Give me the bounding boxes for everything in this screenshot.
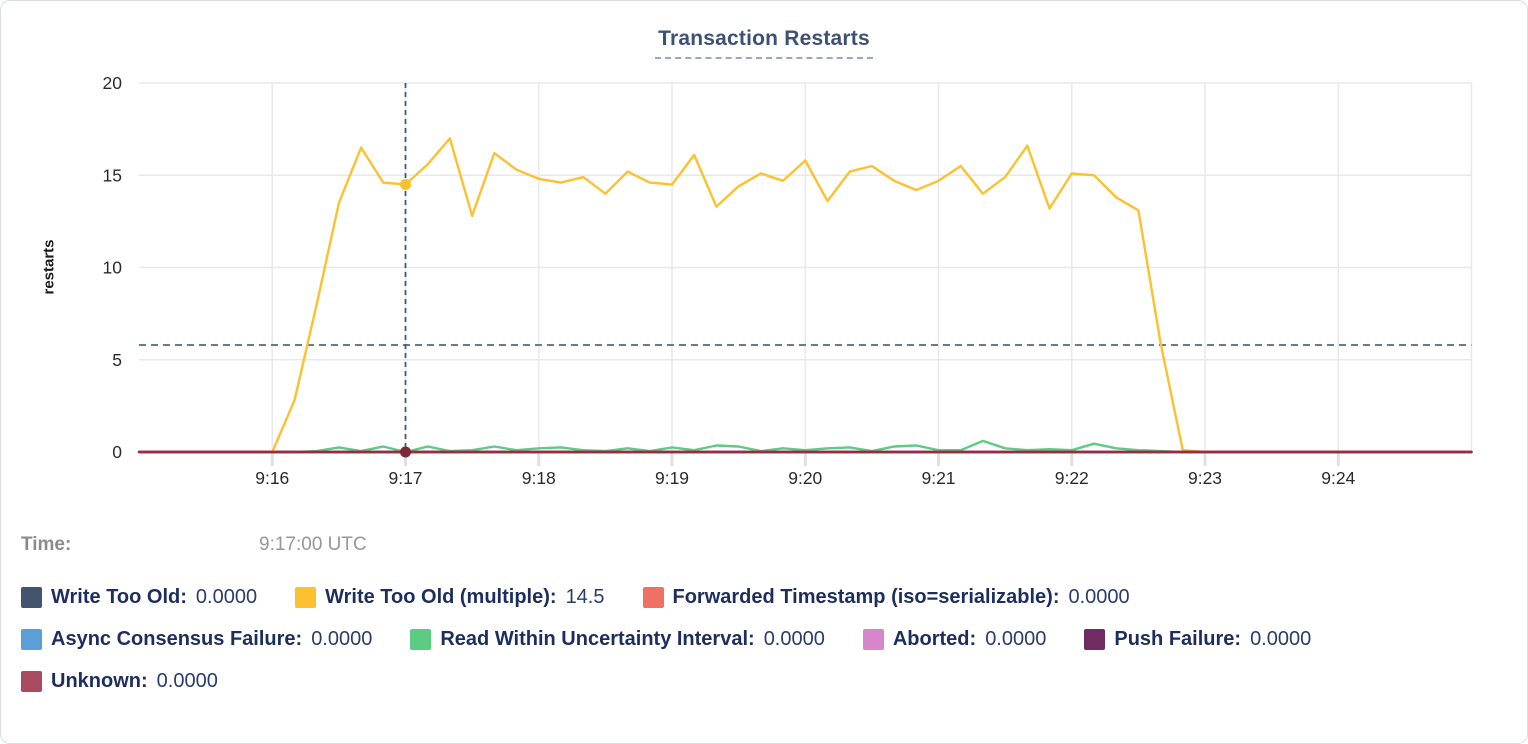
svg-text:0: 0 <box>112 442 122 462</box>
legend-swatch-read-within-uncertainty-interval <box>410 629 432 650</box>
legend-swatch-write-too-old-multiple <box>295 587 317 608</box>
legend-row: Async Consensus Failure: 0.0000 Read Withi… <box>21 628 1515 651</box>
legend-value: 0.0000 <box>1250 628 1312 650</box>
legend-label: Write Too Old: <box>51 586 187 608</box>
svg-text:15: 15 <box>103 165 122 185</box>
legend-swatch-write-too-old <box>21 587 42 608</box>
legend-label: Async Consensus Failure: <box>51 628 303 650</box>
y-axis-tick-labels: 0 5 10 15 20 <box>103 73 123 462</box>
legend-value: 0.0000 <box>311 628 373 650</box>
legend-swatch-aborted <box>862 629 884 650</box>
legend-item-read-within-uncertainty-interval[interactable]: Read Within Uncertainty Interval: 0.0000 <box>410 628 825 651</box>
svg-text:9:20: 9:20 <box>788 468 822 488</box>
legend-label: Unknown: <box>51 670 148 692</box>
hover-time-value: 9:17:00 UTC <box>259 534 367 555</box>
legend-row: Write Too Old: 0.0000 Write Too Old (multi… <box>21 586 1515 609</box>
legend-label: Aborted: <box>892 628 977 650</box>
legend-label: Push Failure: <box>1114 628 1242 650</box>
svg-text:10: 10 <box>103 258 123 278</box>
transaction-restarts-chart[interactable]: 9:16 9:17 9:18 9:19 9:20 9:21 9:22 9:23 9:24 0 5 10… <box>1 1 1528 506</box>
hover-dot-unknown <box>400 446 411 458</box>
legend-label: Forwarded Timestamp (iso=serializable): <box>672 586 1060 608</box>
legend-item-write-too-old[interactable]: Write Too Old: 0.0000 <box>21 586 257 609</box>
legend-swatch-async-consensus-failure <box>21 629 42 650</box>
x-axis-tick-labels: 9:16 9:17 9:18 9:19 9:20 9:21 9:22 9:23 9:24 <box>255 468 1355 488</box>
legend-value: 0.0000 <box>763 628 825 650</box>
svg-text:9:19: 9:19 <box>655 468 689 488</box>
legend-swatch-unknown <box>21 671 42 692</box>
y-axis-label: restarts <box>40 239 58 295</box>
legend-label: Read Within Uncertainty Interval: <box>440 628 755 650</box>
legend-swatch-push-failure <box>1084 629 1106 650</box>
chart-header: Transaction Restarts <box>1 27 1527 59</box>
legend-label: Write Too Old (multiple): <box>325 586 557 608</box>
legend-item-write-too-old-multiple[interactable]: Write Too Old (multiple): 14.5 <box>295 586 605 609</box>
svg-text:9:17: 9:17 <box>388 468 422 488</box>
legend-swatch-forwarded-timestamp <box>642 587 664 608</box>
hover-time-label: Time: <box>21 534 72 555</box>
legend-item-forwarded-timestamp[interactable]: Forwarded Timestamp (iso=serializable): 0… <box>642 586 1130 609</box>
svg-text:20: 20 <box>103 73 123 93</box>
svg-text:5: 5 <box>112 350 122 370</box>
legend-value: 14.5 <box>565 586 605 608</box>
legend-value: 0.0000 <box>985 628 1047 650</box>
svg-text:9:24: 9:24 <box>1321 468 1355 488</box>
legend-item-aborted[interactable]: Aborted: 0.0000 <box>862 628 1047 651</box>
gridlines <box>139 82 1473 466</box>
legend-value: 0.0000 <box>156 670 218 692</box>
legend-row: Unknown: 0.0000 <box>21 670 1515 693</box>
hover-tooltip: Time: 9:17:00 UTC <box>21 534 367 556</box>
hover-dot-write-too-old-multiple <box>400 178 411 190</box>
svg-text:9:16: 9:16 <box>255 468 289 488</box>
svg-text:9:21: 9:21 <box>921 468 955 488</box>
legend-item-async-consensus-failure[interactable]: Async Consensus Failure: 0.0000 <box>21 628 372 651</box>
svg-text:9:23: 9:23 <box>1188 468 1222 488</box>
legend: Write Too Old: 0.0000 Write Too Old (multi… <box>21 586 1515 712</box>
legend-value: 0.0000 <box>1068 586 1130 608</box>
legend-item-unknown[interactable]: Unknown: 0.0000 <box>21 670 218 693</box>
legend-value: 0.0000 <box>195 586 258 608</box>
svg-text:9:22: 9:22 <box>1055 468 1089 488</box>
chart-title: Transaction Restarts <box>655 27 873 59</box>
svg-text:9:18: 9:18 <box>522 468 556 488</box>
legend-item-push-failure[interactable]: Push Failure: 0.0000 <box>1084 628 1311 651</box>
